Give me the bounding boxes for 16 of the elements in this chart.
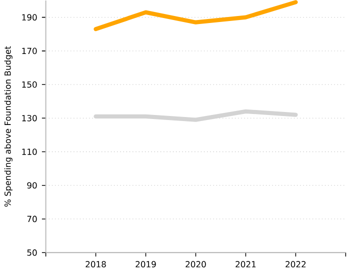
y-axis-title: % Spending above Foundation Budget	[4, 46, 12, 207]
y-tick-label: 50	[27, 250, 37, 256]
y-tick-label: 90	[27, 182, 37, 189]
x-tick-label: 2018	[86, 261, 106, 268]
y-tick-label: 190	[22, 14, 37, 21]
y-tick-label: 130	[22, 115, 37, 122]
x-tick-label: 2022	[286, 261, 306, 268]
y-tick-label: 70	[27, 216, 37, 222]
x-tick-label: 2019	[136, 261, 156, 268]
y-tick-label: 150	[22, 82, 37, 88]
x-tick-label: 2020	[186, 261, 206, 268]
line-series	[94, 110, 298, 122]
line-series	[94, 0, 298, 32]
x-tick-label: 2021	[236, 261, 256, 268]
y-tick-label: 110	[22, 148, 37, 156]
y-tick-label: 170	[22, 48, 37, 54]
